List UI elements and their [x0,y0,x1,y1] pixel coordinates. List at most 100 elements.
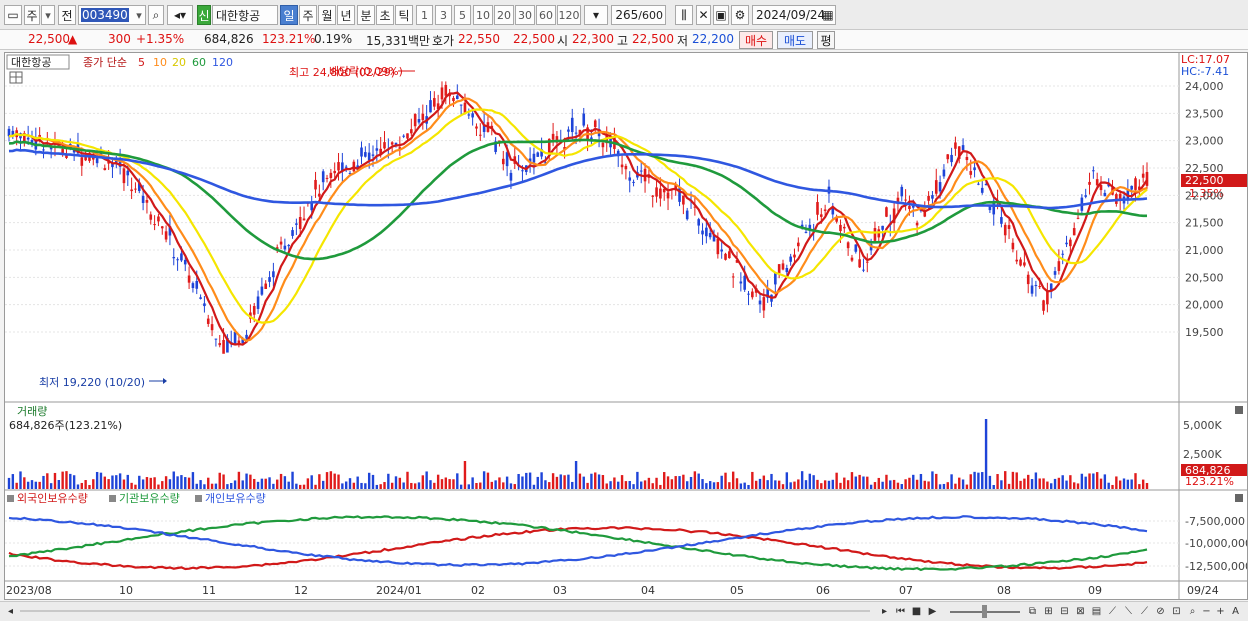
market-dropdown-icon[interactable]: ▾ [41,5,55,25]
period-minute[interactable]: 분 [357,5,375,25]
holdings-panel-close-icon[interactable] [1235,494,1243,502]
tool-icon-9[interactable]: ⊘ [1156,606,1165,617]
tool-icon-8[interactable]: ⟋ [1141,606,1148,617]
candle-body [1141,173,1145,178]
search-zoom-icon[interactable]: ⌕ [1189,606,1196,617]
custom-period-dropdown[interactable]: ▾ [584,5,608,25]
volume-bar [548,482,551,489]
jeon-button[interactable]: 전 [58,5,76,25]
volume-panel-title: 거래량 [17,405,47,418]
market-select[interactable]: 주 [24,5,40,25]
volume-bar [333,473,336,489]
candle-body [662,188,666,193]
stop-icon[interactable]: ■ [911,606,922,617]
scroll-right-icon[interactable]: ▸ [881,606,888,617]
volume-bar [413,483,417,489]
volume-panel-close-icon[interactable] [1235,406,1243,414]
draw-tool-icon[interactable]: ✕ [696,5,711,25]
minute-30[interactable]: 30 [515,5,535,25]
calendar-icon[interactable]: ▦ [822,8,834,22]
candle-body [762,297,766,311]
minute-5[interactable]: 5 [454,5,471,25]
volume-bar [923,480,926,489]
stock-name-field[interactable]: 대한항공 [212,5,278,25]
tool-icon-7[interactable]: ⟍ [1125,606,1132,617]
data-count-field[interactable]: 265/600 [611,5,666,25]
zoom-out-icon[interactable]: − [1202,606,1211,617]
period-week[interactable]: 주 [299,5,317,25]
candle-body [310,202,314,211]
code-dropdown-icon[interactable]: ▾ [136,8,142,22]
scroll-track[interactable] [20,610,870,612]
candle-body [452,97,455,102]
candle-body [797,242,800,247]
save-icon[interactable]: ▣ [713,5,729,25]
minute-1[interactable]: 1 [416,5,433,25]
candle-body [701,230,704,235]
volume-bar [172,471,175,489]
volume-bar [26,481,30,489]
minute-20[interactable]: 20 [494,5,514,25]
price-ytick: 24,000 [1185,80,1224,93]
candle-body [444,84,448,96]
candle-body [1138,186,1141,190]
tool-icon-4[interactable]: ⊠ [1076,606,1085,617]
candle-body [731,276,735,278]
volume-bar [398,477,402,489]
xlabel-04: 04 [641,584,655,597]
candle-type-icon[interactable]: ⫼ [675,5,693,25]
candle-body [1072,228,1076,236]
tool-icon-3[interactable]: ⊟ [1060,606,1069,617]
minute-20-label: 20 [497,8,511,22]
minute-3[interactable]: 3 [435,5,452,25]
candle-body [934,180,938,194]
tool-icon-5[interactable]: ▤ [1091,606,1102,617]
tool-icon-1[interactable]: ⧉ [1028,606,1037,617]
chart-area[interactable]: 대한항공 종가 단순 5 10 20 60 120 LC:17.07 HC:-7… [4,52,1248,600]
open-price: 22,300 [572,32,614,46]
tool-icon-10[interactable]: ⊡ [1172,606,1181,617]
tool-icon-6[interactable]: ⟋ [1109,606,1116,617]
window-icon[interactable]: ▭ [4,5,22,25]
font-size-icon[interactable]: A [1232,606,1239,617]
minute-60[interactable]: 60 [536,5,556,25]
period-year[interactable]: 년 [337,5,355,25]
period-day[interactable]: 일 [280,5,298,25]
minute-120[interactable]: 120 [557,5,581,25]
volume-bar [153,477,156,489]
play-icon[interactable]: ▶ [928,606,937,617]
minute-10[interactable]: 10 [473,5,493,25]
volume-bar [302,484,306,489]
sell-button[interactable]: 매도 [777,31,813,49]
candle-body [172,256,176,259]
volume-bar [1042,478,1045,489]
period-tick-label: 틱 [398,8,410,23]
speaker-icon[interactable]: ◂▾ [167,5,193,25]
candle-body [705,227,708,237]
candle-body [501,158,505,165]
stock-name-box[interactable] [6,54,70,70]
candle-body [241,338,245,344]
candle-body [632,181,635,183]
date-input[interactable]: 2024/09/24 [752,5,836,25]
gear-icon[interactable]: ⚙ [731,5,749,25]
volume-bar [678,476,681,489]
volume-bar [582,476,585,489]
zoom-in-icon[interactable]: + [1216,606,1225,617]
first-page-icon[interactable]: ⏮ [896,606,905,617]
eval-button[interactable]: 평 [817,31,835,49]
buy-button[interactable]: 매수 [739,31,773,49]
zoom-slider-handle[interactable] [982,605,987,618]
volume-bar [390,482,394,489]
period-second[interactable]: 초 [376,5,394,25]
volume-bar [812,475,815,489]
scroll-left-icon[interactable]: ◂ [7,606,14,617]
period-month[interactable]: 월 [318,5,336,25]
search-icon[interactable]: ⌕ [148,5,164,25]
volume-bar [1000,480,1003,489]
candle-body [1000,217,1003,224]
stock-code-input[interactable]: 003490 [78,5,146,25]
tool-icon-2[interactable]: ⊞ [1044,606,1053,617]
period-tick[interactable]: 틱 [395,5,413,25]
ma-label: 종가 단순 [83,56,127,69]
